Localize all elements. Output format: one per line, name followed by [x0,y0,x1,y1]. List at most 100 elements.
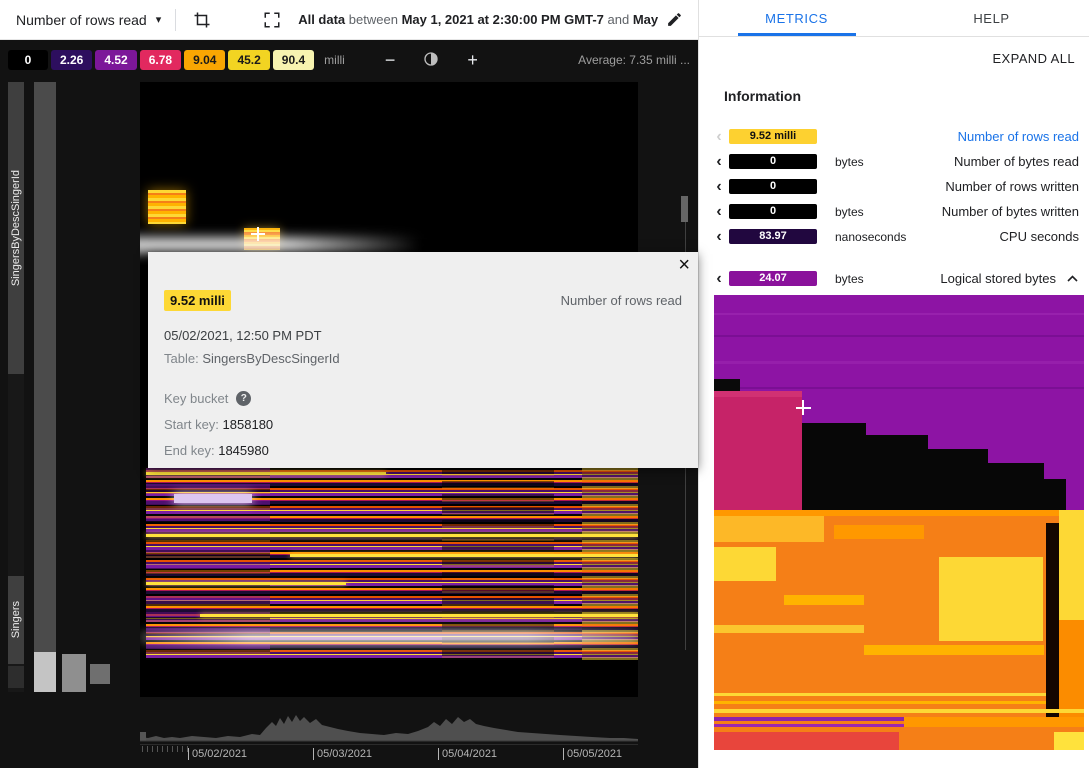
end-key-label: End key: [164,443,215,458]
timeline-tick [438,748,439,760]
timeline-axis: 05/02/2021 05/03/2021 05/04/2021 05/05/2… [140,744,638,764]
time-range-summary: All data between May 1, 2021 at 2:30:00 … [298,12,661,27]
legend-stop: 90.4 [272,50,315,70]
crop-icon [194,12,210,27]
heat-hot-row [200,614,638,617]
metric-row-bytes-read[interactable]: ‹ 0 bytes Number of bytes read [711,149,1079,174]
keyrange-block [62,654,86,692]
chevron-left-icon[interactable]: ‹ [716,227,722,245]
tooltip-start-key-line: Start key: 1858180 [164,417,682,432]
metric-name[interactable]: CPU seconds [999,229,1079,244]
chevron-left-icon[interactable]: ‹ [716,152,722,170]
metric-row-cpu-seconds[interactable]: ‹ 83.97 nanoseconds CPU seconds [711,224,1079,249]
metric-name[interactable]: Number of bytes written [941,204,1079,219]
timeline-label: 05/02/2021 [188,748,247,760]
range-start: May 1, 2021 at 2:30:00 PM GMT-7 [401,12,604,27]
metric-name[interactable]: Number of bytes read [953,154,1079,169]
heatmap-pane: Number of rows read ▾ All data between M… [0,0,698,768]
tooltip-value-row: 9.52 milli Number of rows read [164,290,682,311]
pencil-icon [668,13,681,26]
tab-metrics[interactable]: METRICS [699,0,894,36]
contrast-icon [424,51,439,66]
table-label-singersbydescsingerid[interactable]: SingersByDescSingerId [8,82,24,374]
heat-stripes-overlay [582,468,638,660]
increase-brightness-button[interactable]: + [463,51,482,69]
decrease-brightness-button[interactable]: − [381,51,400,69]
tab-metrics-label: METRICS [765,10,828,26]
heatmap-canvas[interactable] [140,82,638,697]
timeline-label: 05/05/2021 [563,748,622,760]
metric-value-badge: 83.97 [729,229,817,244]
legend-stop: 2.26 [51,50,93,70]
contrast-toggle-button[interactable] [419,51,443,70]
heat-cluster [148,190,186,224]
metric-row-logical-stored-bytes[interactable]: ‹ 24.07 bytes Logical stored bytes [711,266,1079,291]
help-icon[interactable]: ? [236,391,252,406]
edit-time-range-button[interactable] [661,6,688,33]
metric-row-rows-written[interactable]: ‹ 0 Number of rows written [711,174,1079,199]
close-icon[interactable]: × [678,254,690,276]
crop-selection-button[interactable] [188,6,216,34]
range-prefix: All data [298,12,346,27]
start-key-value: 1858180 [222,417,274,432]
heat-hot-row [146,534,638,537]
chevron-left-icon[interactable]: ‹ [716,202,722,220]
timeline-tick [563,748,564,760]
metric-name[interactable]: Logical stored bytes [940,271,1056,286]
keyrange-block [90,664,110,684]
metric-preview-heatmap[interactable] [714,295,1084,750]
table-name-vertical: SingersByDescSingerId [10,169,22,287]
metric-selector-dropdown[interactable]: Number of rows read ▾ [16,12,161,28]
keyrange-density-bar[interactable] [34,82,56,692]
panel-tabs: METRICS HELP [699,0,1089,37]
chevron-left-icon[interactable]: ‹ [716,127,722,145]
fullscreen-button[interactable] [258,6,286,34]
legend-stop: 9.04 [184,50,226,70]
table-label-singers[interactable]: Singers [8,576,24,664]
heat-glow-band [140,238,420,252]
chevron-left-icon[interactable]: ‹ [716,269,722,287]
metric-value-badge: 0 [729,179,817,194]
average-value-label: Average: 7.35 milli ... [578,53,690,67]
metric-unit: bytes [835,154,864,169]
tooltip-key-bucket-label: Key bucket [164,391,229,406]
chevron-up-icon[interactable] [1066,274,1079,283]
metrics-panel: METRICS HELP EXPAND ALL Information ‹ 9.… [698,0,1089,768]
tooltip-metric-name: Number of rows read [560,293,682,308]
start-key-label: Start key: [164,417,219,432]
tooltip-end-key-line: End key: 1845980 [164,443,682,458]
heat-stripes-region [146,468,638,660]
tooltip-table-label: Table: [164,351,199,366]
metric-name[interactable]: Number of rows written [945,179,1079,194]
legend-stop: 45.2 [228,50,270,70]
metric-row-rows-read[interactable]: ‹ 9.52 milli Number of rows read [711,124,1079,149]
fullscreen-icon [264,12,280,27]
information-heading: Information [724,88,801,104]
tooltip-timestamp: 05/02/2021, 12:50 PM PDT [164,328,322,343]
metric-name[interactable]: Number of rows read [957,129,1079,144]
metric-value-badge: 0 [729,154,817,169]
tooltip-value-badge: 9.52 milli [164,290,231,311]
heat-hot-row [146,582,346,585]
heat-stripes-overlay [442,468,554,660]
range-between-word: between [348,12,398,27]
tab-help[interactable]: HELP [894,0,1089,36]
overview-chart[interactable] [140,706,638,744]
range-end: May 5, 2 [632,12,661,27]
axis-bar-footer [8,666,24,688]
range-and-word: and [607,12,630,27]
legend-stop: 6.78 [139,50,182,70]
keyrange-density-highlight [34,652,56,692]
tooltip-table-line: Table: SingersByDescSingerId [164,351,682,366]
metric-row-bytes-written[interactable]: ‹ 0 bytes Number of bytes written [711,199,1079,224]
expand-all-button[interactable]: EXPAND ALL [992,51,1075,66]
color-scale-legend: 0 2.26 4.52 6.78 9.04 45.2 90.4 milli − … [8,47,690,73]
timeline-label: 05/03/2021 [313,748,372,760]
chevron-left-icon[interactable]: ‹ [716,177,722,195]
metric-selector-label: Number of rows read [16,11,147,28]
table-axis-bar: SingersByDescSingerId Singers [8,82,24,692]
heat-hot-row [290,554,638,557]
scroll-indicator-handle[interactable] [681,196,688,222]
end-key-value: 1845980 [218,443,269,458]
